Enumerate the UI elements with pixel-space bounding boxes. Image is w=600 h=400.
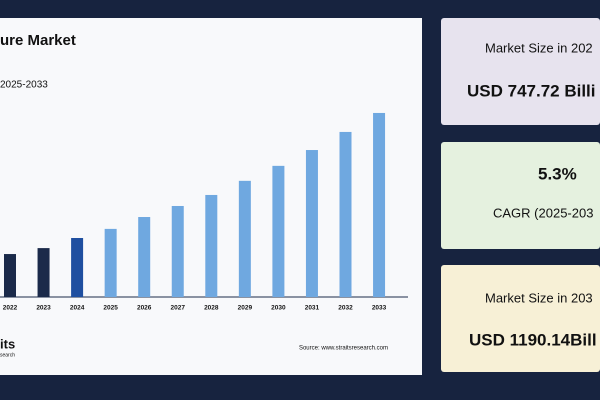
bar bbox=[171, 205, 184, 297]
x-tick-label: 2025 bbox=[103, 305, 118, 312]
card bbox=[441, 265, 600, 372]
bar bbox=[37, 248, 50, 297]
x-tick-label: 2033 bbox=[372, 305, 387, 312]
card-label: Market Size in 203 bbox=[485, 290, 593, 305]
card-value: USD 747.72 Billi bbox=[467, 81, 596, 100]
logo-subtext: search bbox=[0, 352, 15, 358]
x-tick-label: 2027 bbox=[171, 305, 186, 312]
bar bbox=[4, 254, 16, 297]
x-tick-label: 2028 bbox=[204, 305, 219, 312]
x-tick-label: 2023 bbox=[36, 305, 51, 312]
source: Source: www.straitsresearch.com bbox=[299, 346, 388, 352]
card bbox=[441, 142, 600, 249]
card-value: USD 1190.14Bill bbox=[469, 330, 597, 349]
x-tick-label: 2022 bbox=[3, 305, 18, 312]
bar bbox=[104, 228, 117, 297]
x-tick-label: 2029 bbox=[238, 305, 253, 312]
chart-title: ure Market bbox=[0, 32, 76, 49]
bar bbox=[238, 180, 251, 297]
x-tick-label: 2024 bbox=[70, 305, 85, 312]
bar bbox=[71, 238, 84, 297]
logo: its bbox=[0, 336, 15, 351]
bar bbox=[138, 217, 151, 297]
bar bbox=[339, 131, 352, 297]
chart-subtitle: 2025-2033 bbox=[0, 80, 48, 91]
bar bbox=[205, 194, 218, 297]
card bbox=[441, 18, 600, 125]
card-label: Market Size in 202 bbox=[485, 40, 593, 55]
card-value: 5.3% bbox=[538, 164, 577, 183]
bar bbox=[373, 112, 386, 297]
bar bbox=[272, 165, 285, 297]
card-label: CAGR (2025-203 bbox=[493, 205, 593, 220]
x-tick-label: 2032 bbox=[338, 305, 353, 312]
x-tick-label: 2026 bbox=[137, 305, 152, 312]
bar bbox=[305, 150, 318, 297]
x-tick-label: 2030 bbox=[271, 305, 286, 312]
x-tick-label: 2031 bbox=[305, 305, 320, 312]
